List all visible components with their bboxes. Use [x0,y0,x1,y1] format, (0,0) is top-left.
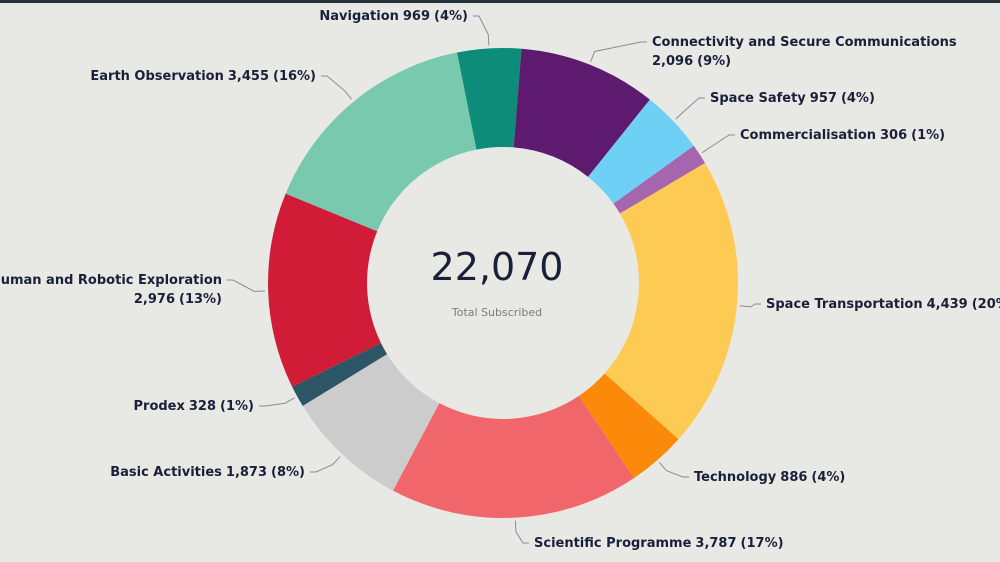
leader-line [514,520,529,544]
data-label: Space Transportation 4,439 (20%) [766,297,1000,312]
category-name: Navigation [319,9,399,24]
value-label: 328 [189,399,216,414]
category-name: Connectivity and Secure Communications [652,35,957,50]
data-label: Connectivity and Secure Communications 2,… [652,35,957,69]
leader-line [321,75,353,100]
data-label: Space Safety 957 (4%) [710,91,875,106]
leader-line [701,134,735,154]
leader-line [310,456,341,473]
percent-label: (9%) [697,54,731,69]
data-label: Technology 886 (4%) [694,470,845,485]
value-label: 3,787 [695,536,736,551]
data-label: Earth Observation 3,455 (16%) [90,69,316,84]
total-value: 22,070 [431,245,564,289]
donut-slice [292,343,388,406]
donut-slice [604,162,738,440]
percent-label: (20%) [972,297,1000,312]
top-strip [0,0,1000,3]
category-name: Prodex [134,399,186,414]
data-label: Commercialisation 306 (1%) [740,128,945,143]
category-name: Scientific Programme [534,536,692,551]
percent-label: (4%) [841,91,875,106]
leader-line [659,462,689,478]
value-label: 2,976 [134,292,175,307]
percent-label: (17%) [741,536,784,551]
category-name: Commercialisation [740,128,876,143]
value-label: 886 [780,470,807,485]
donut-slice [588,99,694,204]
donut-slice [513,48,650,177]
value-label: 3,455 [228,69,269,84]
data-label: Human and Robotic Exploration 2,976 (13%) [0,273,222,307]
data-label: Prodex 328 (1%) [134,399,255,414]
category-name: Technology [694,470,777,485]
value-label: 306 [880,128,907,143]
value-label: 4,439 [927,297,968,312]
category-name: Human and Robotic Exploration [0,273,222,288]
donut-slice [302,354,440,491]
data-label: Scientific Programme 3,787 (17%) [534,536,784,551]
donut-slice [578,373,679,479]
value-label: 2,096 [652,54,693,69]
leader-line [227,279,266,292]
donut-slice [285,52,477,232]
category-name: Space Safety [710,91,806,106]
data-label: Navigation 969 (4%) [319,9,468,24]
percent-label: (1%) [220,399,254,414]
percent-label: (4%) [811,470,845,485]
value-label: 1,873 [226,465,267,480]
percent-label: (4%) [434,9,468,24]
leader-line [473,15,490,46]
donut-slice [268,193,381,387]
donut-slice [456,48,522,150]
donut-slice [613,145,706,214]
value-label: 957 [810,91,837,106]
percent-label: (8%) [271,465,305,480]
category-name: Space Transportation [766,297,923,312]
value-label: 969 [403,9,430,24]
percent-label: (16%) [273,69,316,84]
category-name: Earth Observation [90,69,224,84]
leader-line [590,41,647,62]
leader-line [259,397,295,407]
data-label: Basic Activities 1,873 (8%) [110,465,305,480]
donut-slice [393,395,634,518]
category-name: Basic Activities [110,465,222,480]
total-caption: Total Subscribed [451,306,542,319]
leader-line [739,303,761,308]
percent-label: (13%) [179,292,222,307]
percent-label: (1%) [911,128,945,143]
leader-line [675,97,705,120]
